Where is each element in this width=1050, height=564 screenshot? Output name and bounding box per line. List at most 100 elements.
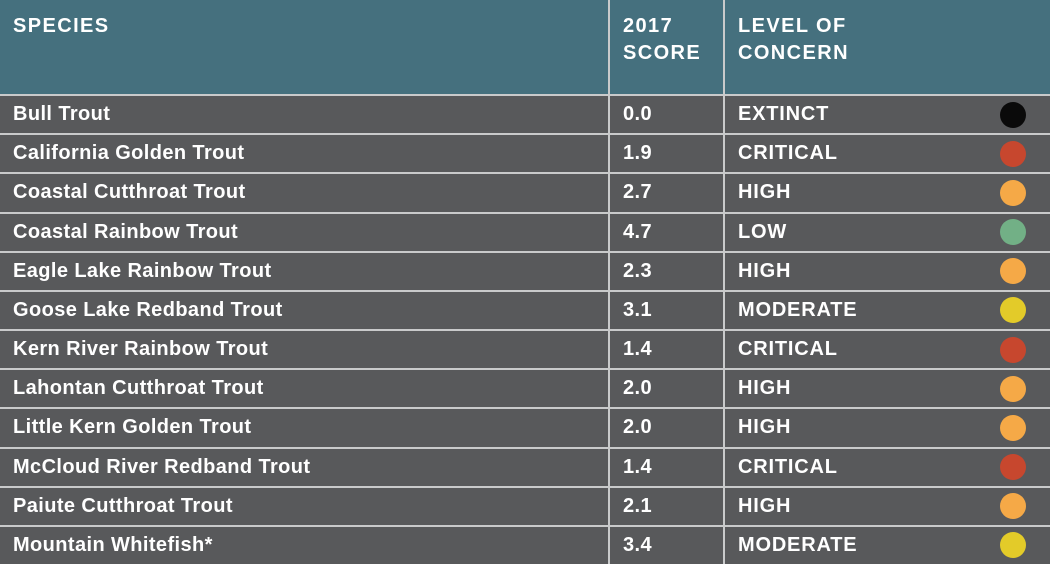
concern-level-label: EXTINCT bbox=[738, 103, 830, 126]
level-cell: MODERATE bbox=[725, 527, 1050, 564]
species-name: Little Kern Golden Trout bbox=[13, 416, 252, 439]
concern-level-label: LOW bbox=[738, 220, 788, 243]
table-row: McCloud River Redband Trout 1.4 CRITICAL bbox=[0, 448, 1050, 488]
score-value: 4.7 bbox=[623, 220, 653, 243]
score-cell: 3.4 bbox=[610, 526, 725, 564]
species-name: McCloud River Redband Trout bbox=[13, 455, 311, 478]
concern-status-dot-icon bbox=[1000, 532, 1026, 559]
score-cell: 1.9 bbox=[610, 135, 725, 173]
table-row: Bull Trout 0.0 EXTINCT bbox=[0, 96, 1050, 136]
concern-level-label: CRITICAL bbox=[738, 142, 838, 165]
table-row: California Golden Trout 1.9 CRITICAL bbox=[0, 135, 1050, 175]
table-row: Kern River Rainbow Trout 1.4 CRITICAL bbox=[0, 331, 1050, 371]
concern-status-dot-icon bbox=[1000, 140, 1026, 167]
species-name: Goose Lake Redband Trout bbox=[13, 298, 283, 321]
species-name: California Golden Trout bbox=[13, 142, 245, 165]
level-cell: HIGH bbox=[725, 253, 1050, 290]
concern-level-label: HIGH bbox=[738, 494, 792, 517]
species-cell: McCloud River Redband Trout bbox=[0, 448, 610, 486]
score-cell: 2.0 bbox=[610, 409, 725, 447]
species-name: Paiute Cutthroat Trout bbox=[13, 494, 233, 517]
concern-level-label: HIGH bbox=[738, 416, 792, 439]
concern-status-dot-icon bbox=[1000, 258, 1026, 285]
concern-level-label: CRITICAL bbox=[738, 455, 838, 478]
level-cell: HIGH bbox=[725, 488, 1050, 525]
score-cell: 2.7 bbox=[610, 174, 725, 212]
score-value: 2.0 bbox=[623, 416, 653, 439]
table-row: Little Kern Golden Trout 2.0 HIGH bbox=[0, 409, 1050, 449]
concern-status-dot-icon bbox=[1000, 336, 1026, 363]
score-cell: 2.1 bbox=[610, 487, 725, 525]
score-value: 1.4 bbox=[623, 455, 653, 478]
table-body: Bull Trout 0.0 EXTINCT California Golden… bbox=[0, 96, 1050, 564]
concern-level-label: HIGH bbox=[738, 259, 792, 282]
concern-status-dot-icon bbox=[1000, 493, 1026, 520]
column-header-concern: LEVEL OF CONCERN bbox=[725, 0, 1050, 94]
species-cell: Goose Lake Redband Trout bbox=[0, 291, 610, 330]
level-cell: HIGH bbox=[725, 409, 1050, 446]
score-cell: 3.1 bbox=[610, 291, 725, 330]
concern-status-dot-icon bbox=[1000, 297, 1026, 324]
species-cell: Little Kern Golden Trout bbox=[0, 409, 610, 447]
table-row: Coastal Rainbow Trout 4.7 LOW bbox=[0, 213, 1050, 253]
concern-level-label: HIGH bbox=[738, 377, 792, 400]
score-value: 3.1 bbox=[623, 298, 653, 321]
score-value: 2.1 bbox=[623, 494, 653, 517]
score-value: 0.0 bbox=[623, 103, 653, 126]
species-name: Kern River Rainbow Trout bbox=[13, 338, 269, 361]
species-cell: California Golden Trout bbox=[0, 135, 610, 173]
column-header-score: 2017 SCORE bbox=[610, 0, 725, 94]
species-cell: Lahontan Cutthroat Trout bbox=[0, 370, 610, 408]
concern-status-dot-icon bbox=[1000, 179, 1026, 206]
score-value: 1.9 bbox=[623, 142, 653, 165]
level-cell: MODERATE bbox=[725, 292, 1050, 329]
column-header-concern-label: LEVEL OF CONCERN bbox=[738, 15, 849, 64]
species-cell: Coastal Cutthroat Trout bbox=[0, 174, 610, 212]
species-name: Eagle Lake Rainbow Trout bbox=[13, 259, 272, 282]
level-cell: CRITICAL bbox=[725, 331, 1050, 368]
concern-status-dot-icon bbox=[1000, 101, 1026, 128]
species-name: Bull Trout bbox=[13, 103, 111, 126]
species-cell: Bull Trout bbox=[0, 96, 610, 134]
level-cell: EXTINCT bbox=[725, 96, 1050, 133]
score-value: 3.4 bbox=[623, 533, 653, 556]
concern-level-label: MODERATE bbox=[738, 533, 858, 556]
concern-status-dot-icon bbox=[1000, 219, 1026, 246]
level-cell: HIGH bbox=[725, 174, 1050, 211]
concern-level-label: HIGH bbox=[738, 181, 792, 204]
concern-level-label: MODERATE bbox=[738, 298, 858, 321]
score-cell: 2.0 bbox=[610, 370, 725, 408]
score-cell: 1.4 bbox=[610, 448, 725, 486]
level-cell: CRITICAL bbox=[725, 135, 1050, 172]
score-value: 1.4 bbox=[623, 338, 653, 361]
score-cell: 1.4 bbox=[610, 331, 725, 369]
score-cell: 4.7 bbox=[610, 213, 725, 251]
concern-status-dot-icon bbox=[1000, 454, 1026, 481]
level-cell: LOW bbox=[725, 214, 1050, 251]
column-header-species-label: SPECIES bbox=[13, 15, 110, 37]
species-name: Coastal Rainbow Trout bbox=[13, 220, 239, 243]
concern-status-dot-icon bbox=[1000, 414, 1026, 441]
column-header-score-label: 2017 SCORE bbox=[623, 15, 702, 64]
level-cell: CRITICAL bbox=[725, 449, 1050, 486]
score-value: 2.7 bbox=[623, 181, 653, 204]
score-cell: 2.3 bbox=[610, 252, 725, 290]
table-row: Mountain Whitefish* 3.4 MODERATE bbox=[0, 526, 1050, 564]
score-cell: 0.0 bbox=[610, 96, 725, 134]
species-cell: Coastal Rainbow Trout bbox=[0, 213, 610, 251]
species-name: Coastal Cutthroat Trout bbox=[13, 181, 246, 204]
species-name: Mountain Whitefish* bbox=[13, 533, 213, 556]
species-name: Lahontan Cutthroat Trout bbox=[13, 377, 264, 400]
species-cell: Mountain Whitefish* bbox=[0, 526, 610, 564]
table-row: Goose Lake Redband Trout 3.1 MODERATE bbox=[0, 291, 1050, 332]
table-row: Eagle Lake Rainbow Trout 2.3 HIGH bbox=[0, 252, 1050, 292]
table-header-row: SPECIES 2017 SCORE LEVEL OF CONCERN bbox=[0, 0, 1050, 96]
table-row: Coastal Cutthroat Trout 2.7 HIGH bbox=[0, 174, 1050, 214]
score-value: 2.3 bbox=[623, 259, 653, 282]
score-value: 2.0 bbox=[623, 377, 653, 400]
table-row: Lahontan Cutthroat Trout 2.0 HIGH bbox=[0, 370, 1050, 410]
species-cell: Eagle Lake Rainbow Trout bbox=[0, 252, 610, 290]
table-row: Paiute Cutthroat Trout 2.1 HIGH bbox=[0, 487, 1050, 527]
column-header-species: SPECIES bbox=[0, 0, 610, 94]
